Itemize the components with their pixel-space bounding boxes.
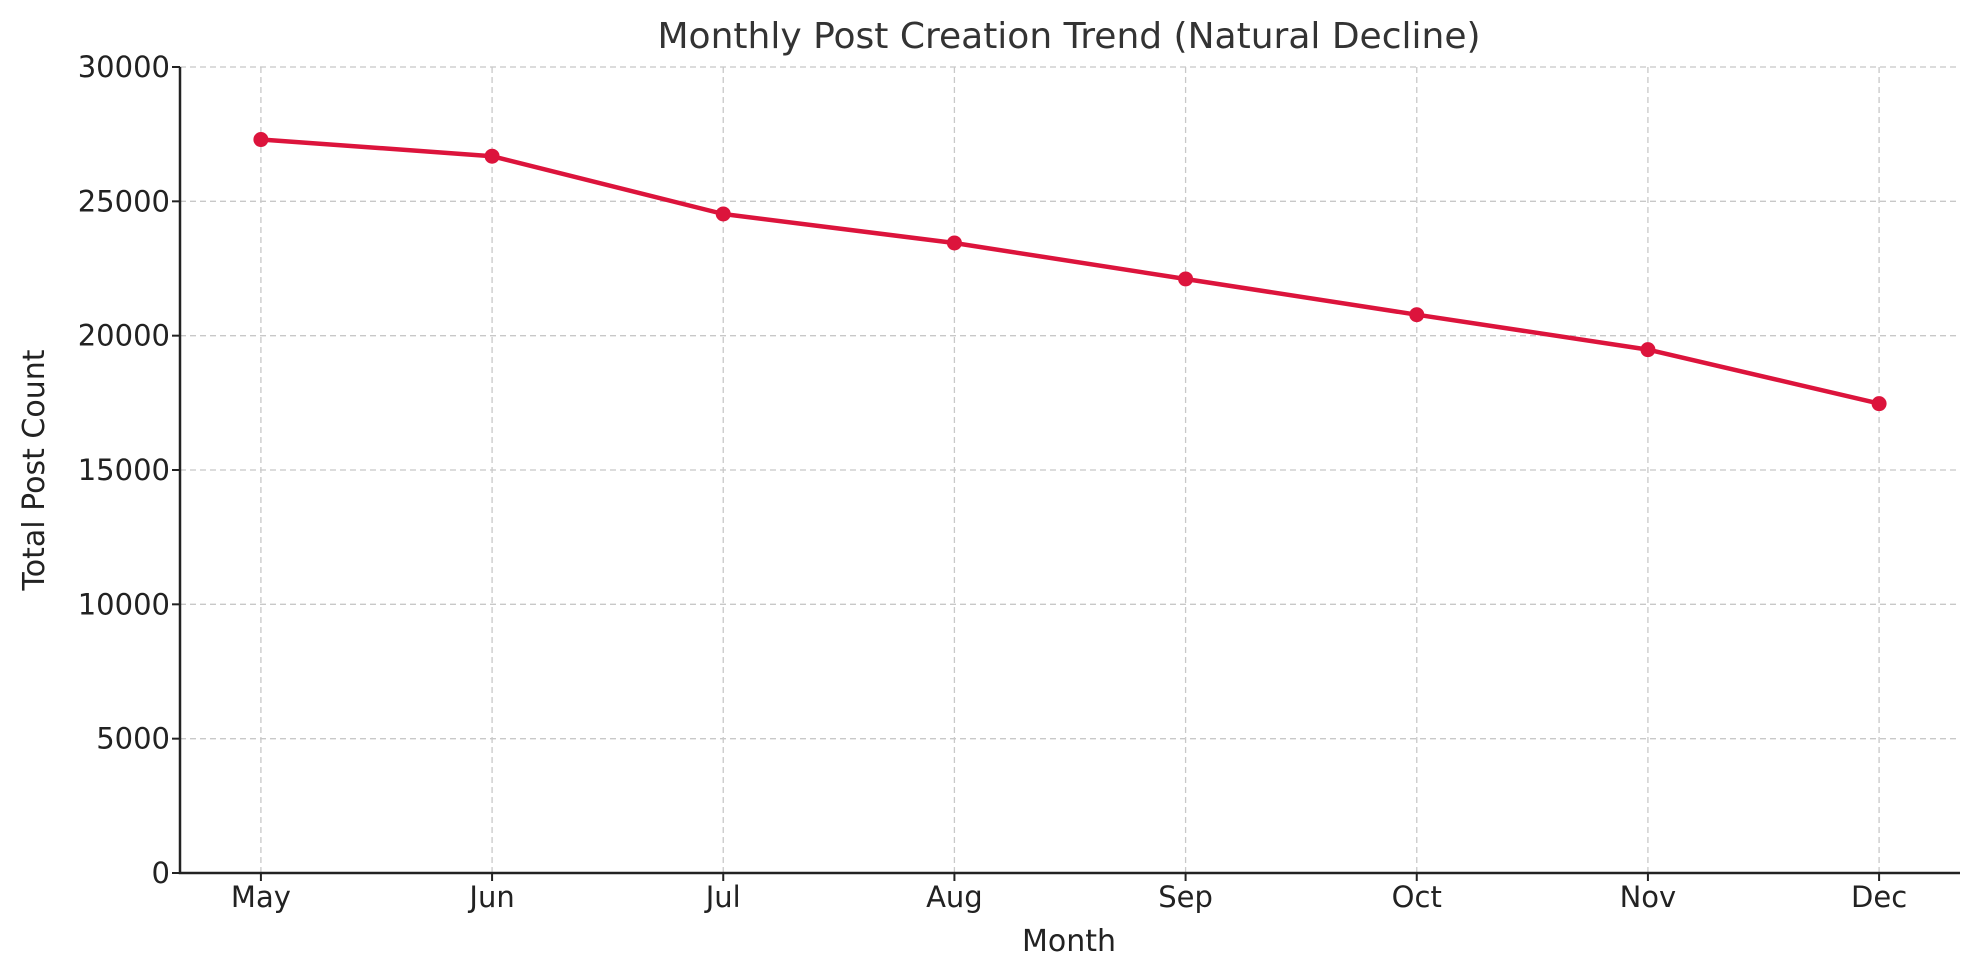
series-lines — [258, 137, 1882, 406]
x-tick-label: Sep — [1158, 880, 1213, 914]
y-tick-label: 30000 — [78, 50, 170, 84]
y-tick-label: 20000 — [78, 319, 170, 353]
data-points — [253, 132, 1887, 412]
x-tick-label: May — [231, 880, 291, 914]
x-tick-label: Jun — [467, 880, 514, 914]
x-tick-label: Oct — [1392, 880, 1442, 914]
data-point — [253, 132, 269, 148]
data-point — [1178, 271, 1194, 287]
y-tick-label: 5000 — [96, 722, 170, 756]
data-point — [1871, 396, 1887, 412]
data-point — [946, 235, 962, 251]
data-point — [484, 148, 500, 164]
x-axis-ticks: May Jun Jul Aug Sep Oct Nov Dec — [231, 873, 1907, 914]
chart-title: Monthly Post Creation Trend (Natural Dec… — [657, 16, 1480, 57]
y-axis-ticks: 0 5000 10000 15000 20000 25000 30000 — [78, 50, 180, 890]
x-tick-label: Jul — [704, 880, 741, 914]
data-point — [715, 206, 731, 222]
data-point — [1640, 342, 1656, 358]
y-tick-label: 15000 — [78, 453, 170, 487]
x-tick-label: Aug — [926, 880, 983, 914]
y-tick-label: 0 — [152, 856, 170, 890]
grid-lines — [180, 66, 1960, 873]
y-tick-label: 25000 — [78, 184, 170, 218]
data-point — [1409, 307, 1425, 323]
series-line — [258, 137, 1882, 406]
x-axis-title: Month — [1022, 924, 1116, 959]
y-axis-title: Total Post Count — [17, 349, 52, 591]
x-tick-label: Dec — [1851, 880, 1907, 914]
y-tick-label: 10000 — [78, 587, 170, 621]
x-tick-label: Nov — [1620, 880, 1677, 914]
